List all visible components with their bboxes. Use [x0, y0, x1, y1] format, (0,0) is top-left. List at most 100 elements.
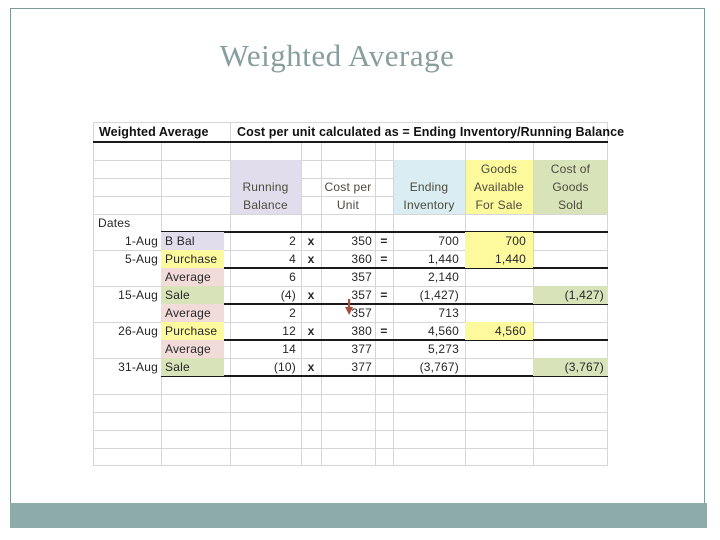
multiply-cell: x	[307, 252, 315, 266]
gridline	[93, 214, 608, 215]
gridline	[93, 322, 608, 323]
column-header-cost-per-unit: Cost per Unit	[321, 160, 375, 214]
multiply-cell	[301, 268, 321, 286]
formula-cell: Cost per unit calculated as = Ending Inv…	[237, 125, 625, 139]
goods-available-cell	[465, 358, 533, 376]
dates-label: Dates	[98, 216, 131, 230]
cogs-header-fill	[533, 160, 608, 214]
cost-per-unit-cell: 357	[351, 270, 372, 284]
equals-cell	[375, 340, 393, 358]
equals-cell	[375, 304, 393, 322]
ending-inventory-cell: 1,440	[427, 252, 459, 266]
goods-available-header-fill	[465, 160, 533, 214]
column-header-running-balance: Running Balance	[230, 160, 301, 214]
table-row-5-aug: 5-Aug Purchase 4 x 360 = 1,440 1,440	[93, 250, 608, 268]
multiply-cell: x	[307, 324, 315, 338]
running-balance-cell: 2	[289, 306, 296, 320]
table-row-15-aug: 15-Aug Sale (4) x 357 = (1,427) (1,427)	[93, 286, 608, 304]
gridline	[93, 250, 608, 251]
table-row-1-aug: 1-Aug B Bal 2 x 350 = 700 700	[93, 232, 608, 250]
slide-title: Weighted Average	[219, 38, 455, 73]
column-header-label: Ending Inventory	[403, 180, 455, 212]
gridline	[93, 122, 608, 123]
equals-cell: =	[380, 252, 388, 266]
cogs-cell	[533, 250, 608, 268]
gridline	[93, 196, 608, 197]
cogs-cell	[533, 304, 608, 322]
goods-available-cell: 1,440	[465, 250, 533, 268]
ending-inventory-header-fill	[393, 160, 465, 214]
multiply-cell	[301, 304, 321, 322]
gridline	[93, 122, 94, 466]
equals-cell	[375, 268, 393, 286]
label-cell: Average	[161, 268, 230, 286]
label-cell: Purchase	[161, 322, 230, 340]
red-down-arrow-cursor	[344, 299, 354, 320]
gridline	[93, 286, 608, 287]
gridline	[93, 358, 608, 359]
running-balance-cell: 4	[289, 252, 296, 266]
running-balance-cell: (4)	[280, 288, 296, 302]
goods-available-cell	[465, 268, 533, 286]
table-row-average-2: Average 2 357 713	[93, 304, 608, 322]
bottom-accent-bar	[10, 503, 707, 528]
date-cell	[93, 268, 161, 286]
header-rule	[93, 141, 608, 143]
multiply-cell: x	[307, 234, 315, 248]
running-balance-cell: 14	[282, 342, 296, 356]
table-row-average-3: Average 14 377 5,273	[93, 340, 608, 358]
cost-per-unit-cell: 350	[351, 234, 372, 248]
column-header-ending-inventory: Ending Inventory	[393, 160, 465, 214]
gridline	[93, 178, 608, 179]
gridline	[93, 412, 608, 413]
column-header-cogs: Cost of Goods Sold	[533, 160, 608, 214]
cost-per-unit-cell: 380	[351, 324, 372, 338]
multiply-cell: x	[307, 360, 315, 374]
goods-available-cell	[465, 340, 533, 358]
date-cell	[93, 304, 161, 322]
date-cell	[93, 340, 161, 358]
goods-available-cell: 700	[465, 232, 533, 250]
date-cell: 31-Aug	[118, 360, 158, 374]
ending-inventory-cell: 713	[438, 306, 459, 320]
gridline	[93, 448, 608, 449]
goods-available-cell	[465, 304, 533, 322]
ending-inventory-cell: (3,767)	[419, 360, 459, 374]
goods-available-cell: 4,560	[465, 322, 533, 340]
date-cell: 26-Aug	[118, 324, 158, 338]
goods-available-cell	[465, 286, 533, 304]
label-cell: Average	[161, 304, 230, 322]
table-row-26-aug: 26-Aug Purchase 12 x 380 = 4,560 4,560	[93, 322, 608, 340]
label-cell: B Bal	[161, 232, 230, 250]
gridline	[230, 122, 231, 466]
ending-inventory-cell: 4,560	[427, 324, 459, 338]
multiply-cell	[301, 340, 321, 358]
label-cell: Sale	[161, 358, 230, 376]
gridline	[93, 430, 608, 431]
date-cell: 5-Aug	[124, 252, 158, 266]
ending-inventory-cell: 2,140	[427, 270, 459, 284]
column-header-label: Cost per Unit	[324, 180, 372, 212]
cost-per-unit-cell: 377	[351, 342, 372, 356]
column-header-label: Running Balance	[242, 180, 289, 212]
row-rule	[161, 339, 608, 341]
cogs-cell	[533, 322, 608, 340]
running-balance-cell: (10)	[273, 360, 296, 374]
equals-cell: =	[380, 288, 388, 302]
label-cell: Average	[161, 340, 230, 358]
ending-inventory-cell: 5,273	[427, 342, 459, 356]
cogs-cell	[533, 232, 608, 250]
gridline	[93, 465, 608, 466]
column-header-goods-available: Goods Available For Sale	[465, 160, 533, 214]
running-balance-cell: 6	[289, 270, 296, 284]
cost-per-unit-cell: 357	[351, 306, 372, 320]
label-cell: Sale	[161, 286, 230, 304]
row-rule	[161, 231, 608, 233]
running-balance-cell: 2	[289, 234, 296, 248]
equals-cell: =	[380, 234, 388, 248]
date-cell: 1-Aug	[124, 234, 158, 248]
label-cell: Purchase	[161, 250, 230, 268]
equals-cell	[375, 358, 393, 376]
cost-per-unit-cell: 360	[351, 252, 372, 266]
cogs-cell: (3,767)	[533, 358, 608, 376]
